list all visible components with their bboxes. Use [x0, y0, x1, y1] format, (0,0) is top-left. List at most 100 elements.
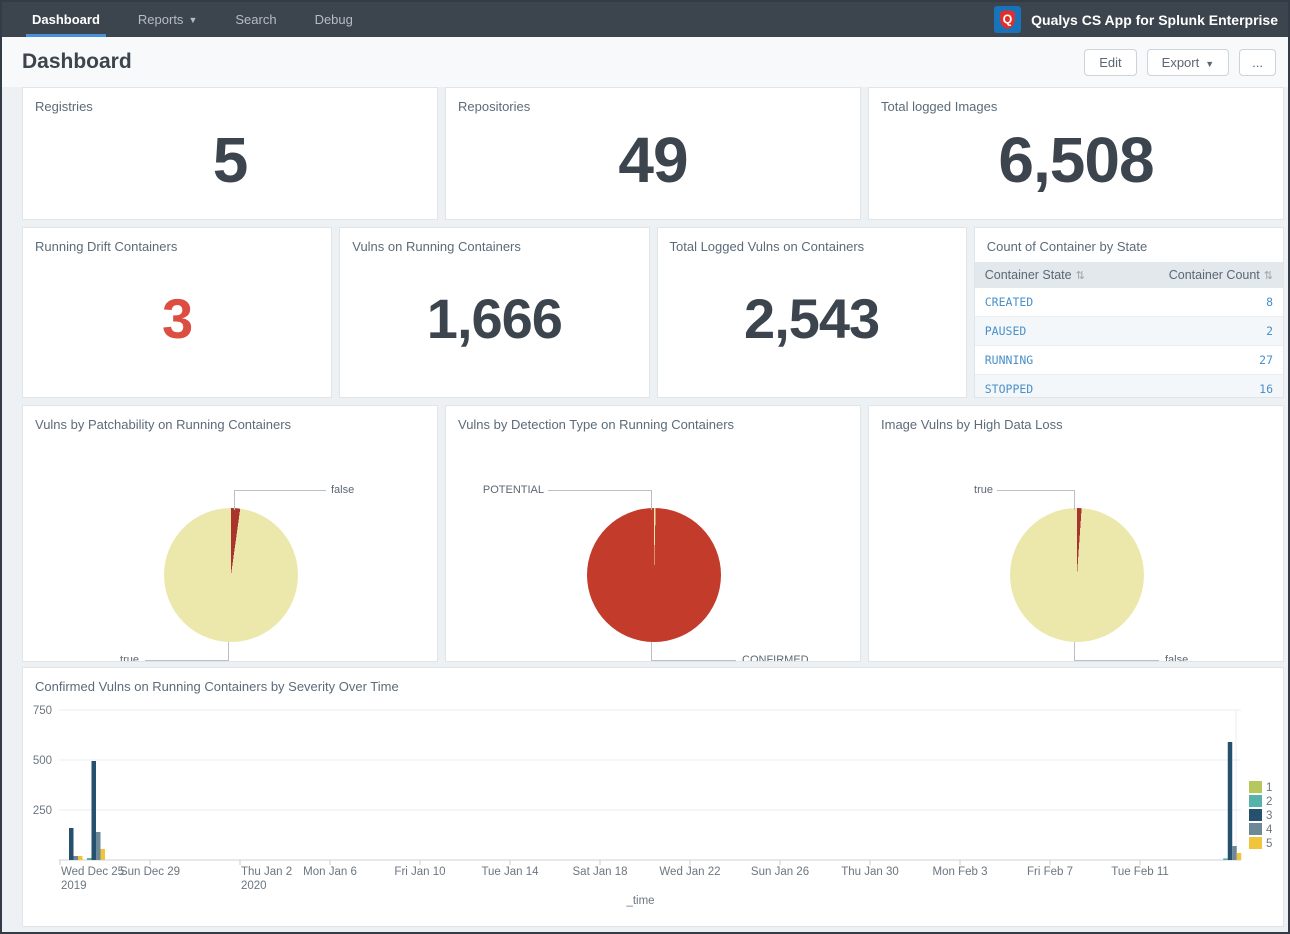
x-tick-label: Thu Jan 2: [241, 866, 292, 878]
registries-value[interactable]: 5: [23, 114, 437, 219]
leader-line: [997, 490, 1075, 491]
panel-title: Repositories: [446, 88, 860, 114]
x-axis-title: _time: [625, 895, 654, 907]
dashboard-content: Registries 5 Repositories 49 Total logge…: [2, 87, 1288, 934]
leader-line: [1074, 660, 1159, 661]
panel-title: Vulns on Running Containers: [340, 228, 648, 254]
high-data-loss-pie-chart[interactable]: [1010, 508, 1144, 642]
leader-line: [145, 660, 229, 661]
y-tick-label: 250: [33, 805, 52, 817]
legend-label-5: 5: [1266, 838, 1272, 850]
cell-state[interactable]: CREATED: [975, 288, 1126, 317]
cell-count[interactable]: 16: [1126, 375, 1283, 399]
cell-count[interactable]: 2: [1126, 317, 1283, 346]
app-window: Dashboard Reports▼ Search Debug Q Qualys…: [0, 0, 1290, 934]
panel-title: Vulns by Patchability on Running Contain…: [23, 406, 437, 432]
panel-total-logged-vulns: Total Logged Vulns on Containers 2,543: [657, 227, 967, 398]
leader-line: [651, 660, 736, 661]
bar-severity-4[interactable]: [1232, 846, 1237, 860]
legend-swatch-2[interactable]: [1249, 795, 1262, 807]
legend-label-3: 3: [1266, 810, 1272, 822]
leader-line: [234, 490, 326, 491]
export-button[interactable]: Export ▼: [1147, 49, 1230, 76]
column-label: Container Count: [1169, 268, 1260, 282]
legend-label-1: 1: [1266, 782, 1272, 794]
brand-area: Q Qualys CS App for Splunk Enterprise: [994, 2, 1288, 37]
nav-tabs: Dashboard Reports▼ Search Debug: [2, 2, 994, 37]
x-tick-label: Fri Jan 10: [394, 866, 445, 878]
dashboard-header: Dashboard Edit Export▼ ...: [2, 37, 1288, 87]
running-drift-containers-value[interactable]: 3: [23, 254, 331, 397]
bar-severity-5[interactable]: [78, 856, 83, 860]
repositories-value[interactable]: 49: [446, 114, 860, 219]
x-tick-label: Tue Jan 14: [481, 866, 539, 878]
cell-count[interactable]: 27: [1126, 346, 1283, 375]
total-logged-images-value[interactable]: 6,508: [869, 114, 1283, 219]
table-row: CREATED8: [975, 288, 1283, 317]
bar-chart-body: 250500750Wed Dec 252019Sun Dec 29Thu Jan…: [23, 694, 1283, 912]
nav-tab-dashboard[interactable]: Dashboard: [26, 2, 106, 37]
leader-line: [1074, 490, 1075, 510]
x-tick-label: Sun Dec 29: [120, 866, 180, 878]
edit-button[interactable]: Edit: [1084, 49, 1136, 76]
nav-tab-search-label: Search: [235, 12, 276, 27]
column-label: Container State: [985, 268, 1072, 282]
nav-tab-debug[interactable]: Debug: [309, 2, 359, 37]
bar-severity-5[interactable]: [1237, 853, 1242, 860]
leader-line: [234, 490, 235, 510]
bar-severity-5[interactable]: [101, 849, 106, 860]
bar-severity-3[interactable]: [92, 761, 97, 860]
x-tick-label: Thu Jan 30: [841, 866, 899, 878]
nav-tab-reports[interactable]: Reports▼: [132, 2, 203, 37]
panel-title: Registries: [23, 88, 437, 114]
panel-high-data-loss-pie: Image Vulns by High Data Loss true false: [868, 405, 1284, 662]
x-tick-label: Fri Feb 7: [1027, 866, 1073, 878]
export-button-label: Export: [1162, 55, 1200, 70]
vulns-on-running-containers-value[interactable]: 1,666: [340, 254, 648, 397]
detection-type-pie-chart[interactable]: [587, 508, 721, 642]
total-logged-vulns-value[interactable]: 2,543: [658, 254, 966, 397]
bar-severity-2[interactable]: [1223, 858, 1228, 860]
pie-slice-label-false: false: [331, 484, 354, 496]
legend-label-2: 2: [1266, 796, 1272, 808]
nav-tab-dashboard-label: Dashboard: [32, 12, 100, 27]
pie-chart-area: POTENTIAL CONFIRMED: [446, 432, 860, 657]
table-row: STOPPED16: [975, 375, 1283, 399]
app-title: Qualys CS App for Splunk Enterprise: [1031, 12, 1278, 28]
bar-severity-4[interactable]: [74, 856, 79, 860]
x-tick-label: Mon Jan 6: [303, 866, 357, 878]
table-row: PAUSED2: [975, 317, 1283, 346]
panel-title: Confirmed Vulns on Running Containers by…: [23, 668, 1283, 694]
cell-state[interactable]: STOPPED: [975, 375, 1126, 399]
legend-swatch-4[interactable]: [1249, 823, 1262, 835]
legend-swatch-3[interactable]: [1249, 809, 1262, 821]
panel-container-state-table: Count of Container by State Container St…: [974, 227, 1284, 398]
chevron-down-icon: ▼: [1205, 59, 1214, 69]
x-tick-label: Wed Dec 25: [61, 866, 124, 878]
patchability-pie-chart[interactable]: [164, 508, 298, 642]
legend-swatch-5[interactable]: [1249, 837, 1262, 849]
panel-running-drift-containers: Running Drift Containers 3: [22, 227, 332, 398]
cell-state[interactable]: PAUSED: [975, 317, 1126, 346]
nav-tab-reports-label: Reports: [138, 12, 184, 27]
table-row: RUNNING27: [975, 346, 1283, 375]
x-tick-label: Sun Jan 26: [751, 866, 809, 878]
legend-swatch-1[interactable]: [1249, 781, 1262, 793]
cell-count[interactable]: 8: [1126, 288, 1283, 317]
cell-state[interactable]: RUNNING: [975, 346, 1126, 375]
panel-title: Count of Container by State: [975, 228, 1283, 254]
severity-bar-chart[interactable]: 250500750Wed Dec 252019Sun Dec 29Thu Jan…: [23, 694, 1283, 912]
panel-repositories: Repositories 49: [445, 87, 861, 220]
x-tick-label: Wed Jan 22: [659, 866, 720, 878]
bar-severity-4[interactable]: [96, 832, 101, 860]
leader-line: [228, 642, 229, 660]
nav-tab-search[interactable]: Search: [229, 2, 282, 37]
column-header-container-state[interactable]: Container State⇅: [975, 262, 1126, 288]
bar-severity-3[interactable]: [69, 828, 74, 860]
column-header-container-count[interactable]: Container Count⇅: [1126, 262, 1283, 288]
panel-title: Image Vulns by High Data Loss: [869, 406, 1283, 432]
more-options-button[interactable]: ...: [1239, 49, 1276, 76]
bar-severity-3[interactable]: [1228, 742, 1233, 860]
y-tick-label: 750: [33, 705, 52, 717]
bar-severity-2[interactable]: [87, 858, 92, 860]
